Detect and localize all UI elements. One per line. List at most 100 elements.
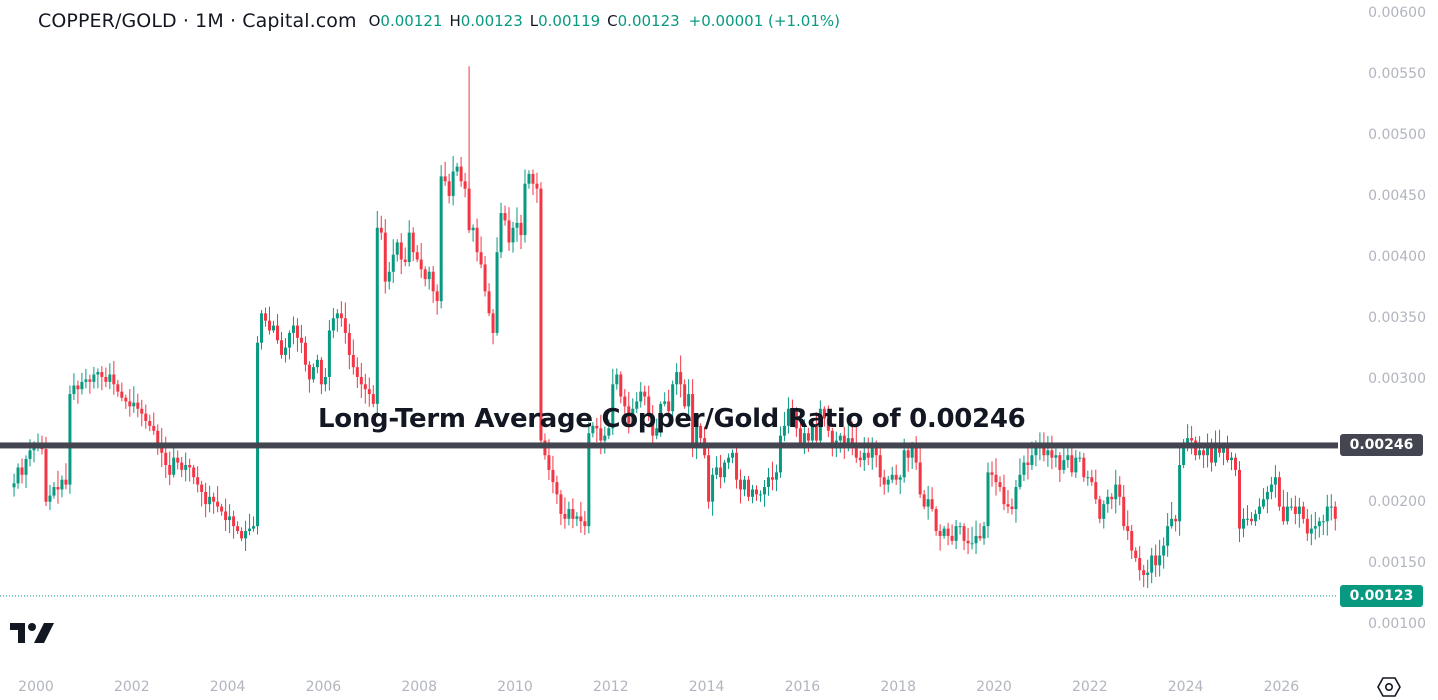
candle <box>483 264 487 292</box>
candle <box>519 222 523 236</box>
candle <box>1094 482 1098 500</box>
candle <box>196 477 200 485</box>
candle <box>128 401 132 407</box>
candle <box>327 330 331 377</box>
candle <box>76 385 80 390</box>
candle <box>639 391 643 402</box>
candle <box>1170 518 1174 527</box>
candle <box>1214 442 1218 463</box>
candle <box>136 402 140 409</box>
candle <box>1022 462 1026 475</box>
candle <box>1313 526 1317 529</box>
candle <box>1241 518 1245 529</box>
average-annotation[interactable]: Long-Term Average Copper/Gold Ratio of 0… <box>318 404 1026 434</box>
candle <box>343 318 347 333</box>
candle <box>635 401 639 409</box>
candle <box>1114 484 1118 500</box>
candle <box>144 413 148 421</box>
candle <box>842 435 846 448</box>
candle <box>902 450 906 478</box>
settings-hexagon-icon[interactable] <box>1377 676 1401 698</box>
candle <box>156 430 160 443</box>
candle <box>1222 447 1226 453</box>
candle <box>587 433 591 527</box>
candle <box>946 528 950 536</box>
candle <box>32 447 36 451</box>
candle <box>323 376 327 385</box>
candle <box>168 465 172 475</box>
candle <box>1329 506 1333 508</box>
candle <box>367 389 371 395</box>
candle <box>208 496 212 505</box>
candle <box>679 372 683 385</box>
candle <box>1142 570 1146 576</box>
candle <box>1273 477 1277 485</box>
candle <box>531 173 535 184</box>
candle <box>870 445 874 458</box>
candle <box>1245 518 1249 520</box>
candle <box>1090 477 1094 483</box>
candle <box>1210 447 1214 463</box>
candle <box>1257 506 1261 514</box>
candle <box>371 394 375 404</box>
candle <box>727 457 731 463</box>
candle <box>747 479 751 497</box>
candle <box>986 472 990 527</box>
candle <box>890 474 894 480</box>
candle <box>467 188 471 231</box>
candle <box>351 354 355 368</box>
ohlc-high: H0.00123 <box>449 12 522 30</box>
last-price-tag: 0.00123 <box>1340 584 1423 607</box>
price-label: 0.00300 <box>1368 371 1426 388</box>
candle <box>1281 506 1285 522</box>
candle <box>926 499 930 507</box>
candle <box>1150 555 1154 573</box>
candle <box>798 428 802 443</box>
candle <box>559 494 563 514</box>
symbol-title[interactable]: COPPER/GOLD · 1M · Capital.com <box>38 10 357 32</box>
tradingview-logo-icon[interactable] <box>10 621 56 645</box>
candle <box>132 402 136 407</box>
high-value: 0.00123 <box>460 12 523 30</box>
candle <box>599 428 603 441</box>
candle <box>244 531 248 539</box>
candle <box>735 452 739 480</box>
candle <box>615 374 619 385</box>
candle <box>140 408 144 414</box>
candle <box>387 271 391 282</box>
candle <box>108 374 112 382</box>
candle <box>511 227 515 243</box>
candle <box>623 396 627 407</box>
candle <box>818 408 822 441</box>
price-axis[interactable]: 0.00600 0.00550 0.00500 0.00450 0.00400 0.003… <box>1338 0 1438 650</box>
candlestick-plot[interactable] <box>0 0 1338 650</box>
candle <box>611 384 615 429</box>
candle <box>1010 506 1014 510</box>
candle <box>479 252 483 265</box>
candle <box>491 313 495 333</box>
candle <box>894 474 898 480</box>
candle <box>1309 528 1313 534</box>
candle <box>515 222 519 228</box>
candle <box>1086 477 1090 479</box>
price-label: 0.00350 <box>1368 310 1426 327</box>
ohlc-close: C0.00123 <box>607 12 680 30</box>
candle <box>715 467 719 475</box>
candle <box>774 472 778 480</box>
candle <box>287 332 291 348</box>
candle <box>754 489 758 495</box>
candle <box>1054 455 1058 458</box>
candle <box>866 452 870 458</box>
candle <box>295 325 299 338</box>
candle <box>216 501 220 507</box>
candle <box>922 494 926 507</box>
time-axis[interactable]: 2000 2002 2004 2006 2008 2010 2012 2014 2016 2018… <box>0 672 1338 700</box>
candle <box>527 173 531 184</box>
candle <box>858 457 862 461</box>
candle <box>958 526 962 528</box>
average-line[interactable] <box>0 442 1338 449</box>
candle <box>148 420 152 426</box>
candle <box>451 171 455 196</box>
candle <box>994 474 998 483</box>
candle <box>862 452 866 461</box>
